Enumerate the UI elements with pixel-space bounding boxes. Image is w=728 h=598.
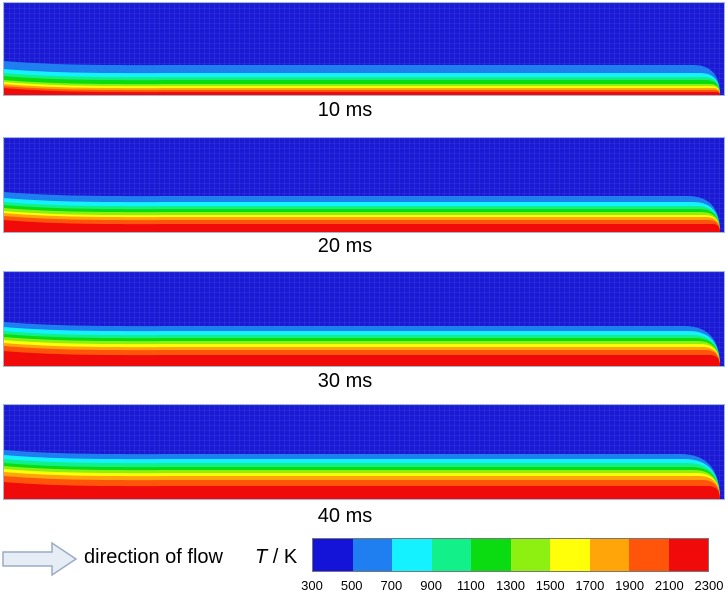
isotherm-band [4,220,720,232]
colorbar-tick-label: 1100 [456,578,485,593]
temperature-field-2 [4,138,724,232]
colorbar-swatch-4 [471,539,511,571]
temperature-field-1 [4,3,724,95]
colorbar-tick-label: 700 [380,578,403,593]
snapshot-panel-2 [3,137,725,233]
flow-direction-label: direction of flow [84,546,223,568]
colorbar-tick-label: 300 [301,578,323,593]
colorbar-swatch-7 [589,539,629,571]
colorbar-swatch-0 [313,539,353,571]
snapshot-caption-2: 20 ms [317,235,373,257]
snapshot-caption-3: 30 ms [317,370,373,392]
colorbar-swatch-8 [629,539,669,571]
quantity-symbol: T [255,546,268,568]
colorbar-swatch-5 [510,539,550,571]
snapshot-caption-1: 10 ms [317,99,373,121]
colorbar-swatch-1 [352,539,392,571]
colorbar-tick-labels: 300 500 700 900 1100 1300 1500 1700 1900 2100 2300 [0,578,728,596]
colorbar-tick-label: 1500 [535,578,565,593]
colorbar-tick-label: 1700 [575,578,605,593]
colorbar-tick-label: 500 [340,578,363,593]
temperature-colorbar [312,538,709,572]
isotherm-band [4,351,720,366]
colorbar-swatch-9 [668,539,708,571]
temperature-field-4 [4,405,724,499]
colorbar-tick-label: 1300 [496,578,525,593]
flow-direction-arrow-icon [2,541,78,577]
snapshot-panel-3 [3,271,725,367]
colorbar-swatch-6 [550,539,590,571]
arrow-shape [2,541,78,577]
unit-text: / K [267,546,298,568]
temperature-field-3 [4,272,724,366]
colorbar-swatch-2 [392,539,432,571]
snapshot-panel-1 [3,2,725,96]
snapshot-caption-4: 40 ms [317,505,373,527]
colorbar-tick-label: 2100 [654,578,684,593]
isotherm-band [4,88,720,95]
isotherm-band [4,482,720,499]
colorbar-tick-label: 900 [420,578,442,593]
colorbar-title: T / K [255,546,297,569]
colorbar-tick-label: 2300 [694,578,724,593]
snapshot-panel-4 [3,404,725,500]
colorbar-swatch-3 [431,539,471,571]
colorbar-tick-label: 1900 [615,578,645,593]
